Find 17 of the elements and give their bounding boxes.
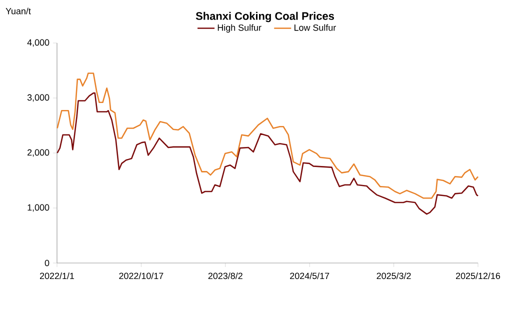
x-tick-label: 2024/5/17 — [290, 272, 330, 280]
y-axis-title: Yuan/t — [6, 8, 31, 14]
line-series — [56, 72, 479, 199]
line-series — [56, 92, 479, 215]
legend-label: Low Sulfur — [294, 24, 336, 31]
y-tick-label: 4,000 — [27, 39, 50, 47]
x-tick-label: 2025/3/2 — [376, 272, 411, 280]
y-tick-label: 1,000 — [28, 204, 50, 212]
y-tick-label: 3,000 — [27, 94, 50, 102]
y-tick-label: 2,000 — [28, 149, 50, 157]
chart-title: Shanxi Coking Coal Prices — [196, 12, 334, 22]
x-tick-label: 2022/10/17 — [119, 272, 164, 280]
legend-label: High Sulfur — [218, 24, 262, 33]
y-tick-label: 0 — [44, 260, 50, 266]
x-tick-label: 2023/8/2 — [208, 272, 242, 280]
x-tick-label: 2022/1/1 — [40, 272, 74, 280]
x-tick-label: 2025/12/16 — [456, 272, 500, 280]
